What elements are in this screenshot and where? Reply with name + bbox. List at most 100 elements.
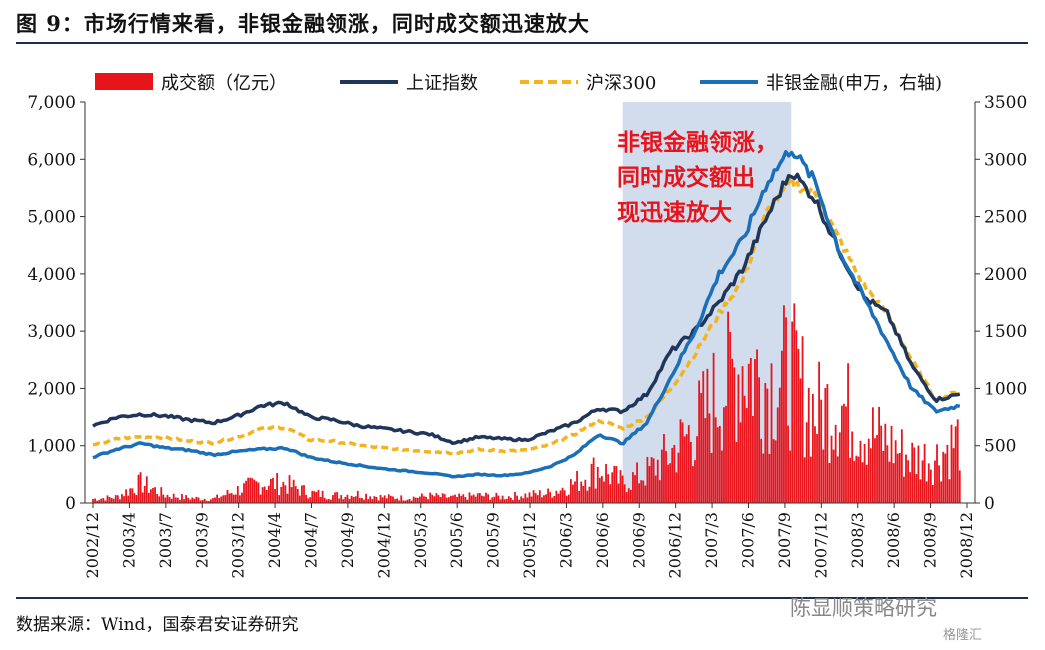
turnover-bar — [714, 417, 717, 503]
turnover-bar — [178, 499, 181, 503]
turnover-bar — [929, 469, 932, 503]
turnover-bar — [869, 448, 872, 503]
turnover-bar — [274, 488, 276, 503]
turnover-bar — [154, 487, 156, 503]
turnover-bar — [433, 496, 436, 503]
turnover-bar — [423, 496, 425, 503]
turnover-bar — [739, 422, 742, 503]
turnover-bar — [888, 461, 891, 503]
turnover-bar — [619, 470, 622, 503]
turnover-bar — [605, 464, 607, 503]
turnover-bar — [207, 501, 210, 503]
turnover-bar — [251, 478, 254, 503]
turnover-bar — [569, 479, 572, 503]
turnover-bar — [125, 489, 127, 503]
turnover-bar — [768, 453, 771, 503]
turnover-bar — [840, 405, 843, 503]
turnover-bar — [108, 497, 111, 503]
turnover-bar — [921, 460, 924, 503]
turnover-bar — [952, 448, 955, 503]
turnover-bar — [201, 500, 204, 503]
turnover-bar — [228, 493, 231, 503]
turnover-bar — [752, 415, 754, 503]
turnover-bar — [795, 330, 798, 503]
turnover-bar — [278, 495, 281, 503]
turnover-bar — [418, 496, 421, 503]
turnover-bar — [706, 368, 709, 503]
turnover-bar — [874, 438, 876, 503]
turnover-bar — [135, 495, 138, 503]
turnover-bar — [727, 311, 729, 503]
turnover-bar — [234, 494, 237, 503]
turnover-bar — [698, 380, 701, 503]
turnover-bar — [847, 363, 849, 503]
turnover-bar — [216, 494, 219, 503]
watermark-text: 陈显顺策略研究 — [790, 596, 937, 620]
turnover-bar — [474, 496, 477, 503]
turnover-bar — [214, 497, 216, 503]
turnover-bar — [112, 498, 115, 503]
turnover-bar — [710, 452, 713, 503]
turnover-bar — [257, 482, 260, 503]
turnover-bar — [834, 424, 837, 503]
turnover-bar — [402, 500, 405, 503]
turnover-bar — [747, 363, 750, 503]
turnover-bar — [948, 479, 951, 503]
turnover-bar — [762, 453, 765, 503]
turnover-bar — [170, 498, 173, 503]
turnover-bar — [307, 498, 310, 503]
turnover-bar — [642, 480, 645, 503]
turnover-bar — [104, 500, 107, 503]
turnover-bar — [663, 434, 665, 503]
turnover-bar — [385, 498, 388, 503]
turnover-bar — [222, 495, 225, 503]
turnover-bar — [950, 424, 953, 503]
turnover-bar — [545, 494, 547, 503]
turnover-bar — [189, 499, 192, 503]
turnover-bar — [193, 498, 196, 503]
turnover-bar — [346, 494, 349, 503]
turnover-bar — [894, 440, 897, 503]
turnover-bar — [656, 459, 659, 503]
turnover-bar — [845, 406, 847, 503]
turnover-bar — [650, 457, 653, 503]
turnover-bar — [551, 497, 554, 503]
turnover-bar — [158, 496, 161, 503]
left-tick-label: 5,000 — [27, 208, 76, 228]
turnover-bar — [116, 495, 119, 503]
turnover-bar — [733, 367, 736, 503]
right-tick-label: 3000 — [984, 150, 1027, 170]
turnover-bar — [303, 485, 305, 503]
turnover-bar — [692, 466, 694, 503]
turnover-bar — [272, 477, 274, 503]
turnover-bar — [185, 495, 187, 503]
turnover-bar — [172, 493, 175, 503]
turnover-bar — [311, 490, 314, 503]
turnover-bar — [780, 350, 783, 503]
turnover-bar — [468, 492, 471, 503]
legend-label: 沪深300 — [586, 73, 656, 94]
turnover-bar — [745, 408, 748, 503]
turnover-bar — [785, 317, 787, 503]
turnover-bar — [737, 374, 740, 503]
turnover-bar — [476, 493, 479, 503]
turnover-bar — [361, 497, 363, 503]
turnover-bar — [603, 481, 605, 503]
turnover-bar — [679, 419, 682, 503]
turnover-bar — [783, 305, 785, 503]
turnover-bar — [437, 495, 440, 503]
turnover-bar — [483, 496, 485, 503]
turnover-bar — [923, 443, 926, 503]
turnover-bar — [141, 492, 144, 503]
turnover-bar — [592, 457, 595, 503]
turnover-bar — [342, 499, 345, 503]
turnover-bar — [487, 494, 490, 503]
turnover-bar — [516, 495, 518, 503]
x-tick-label: 2006/9 — [629, 512, 648, 568]
turnover-bar — [344, 496, 347, 503]
turnover-bar — [793, 303, 796, 503]
turnover-bar — [121, 494, 123, 503]
turnover-bar — [168, 497, 171, 503]
turnover-bar — [756, 349, 758, 503]
turnover-bar — [276, 472, 279, 503]
